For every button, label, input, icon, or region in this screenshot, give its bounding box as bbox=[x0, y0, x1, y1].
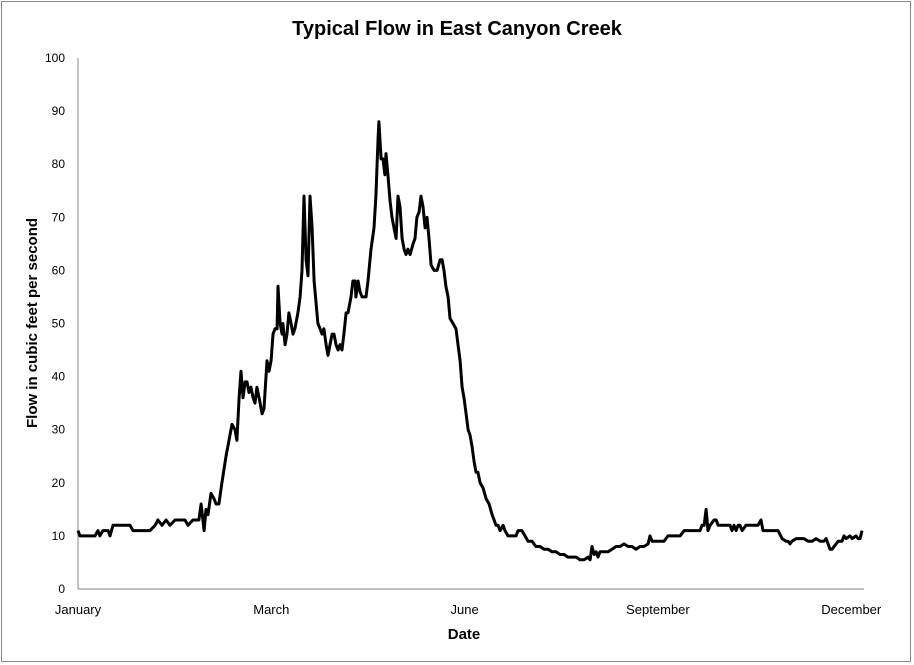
chart-title: Typical Flow in East Canyon Creek bbox=[292, 18, 623, 40]
y-tick-label: 70 bbox=[52, 210, 66, 224]
y-tick-label: 60 bbox=[52, 263, 66, 277]
y-tick-label: 10 bbox=[52, 529, 66, 543]
x-axis-label: Date bbox=[448, 626, 481, 643]
y-tick-label: 20 bbox=[52, 476, 66, 490]
y-tick-label: 0 bbox=[58, 582, 65, 596]
y-axis-label: Flow in cubic feet per second bbox=[24, 218, 41, 428]
y-tick-label: 50 bbox=[52, 317, 66, 331]
series-line-flow bbox=[76, 120, 864, 562]
x-tick-label: September bbox=[626, 602, 690, 617]
x-tick-label: June bbox=[451, 602, 479, 617]
x-tick-label: March bbox=[253, 602, 289, 617]
x-tick-label: January bbox=[55, 602, 102, 617]
y-tick-label: 30 bbox=[52, 423, 66, 437]
y-tick-label: 80 bbox=[52, 157, 66, 171]
y-tick-label: 40 bbox=[52, 370, 66, 384]
y-tick-label: 100 bbox=[45, 51, 65, 65]
x-tick-label: December bbox=[821, 602, 882, 617]
y-tick-label: 90 bbox=[52, 104, 66, 118]
